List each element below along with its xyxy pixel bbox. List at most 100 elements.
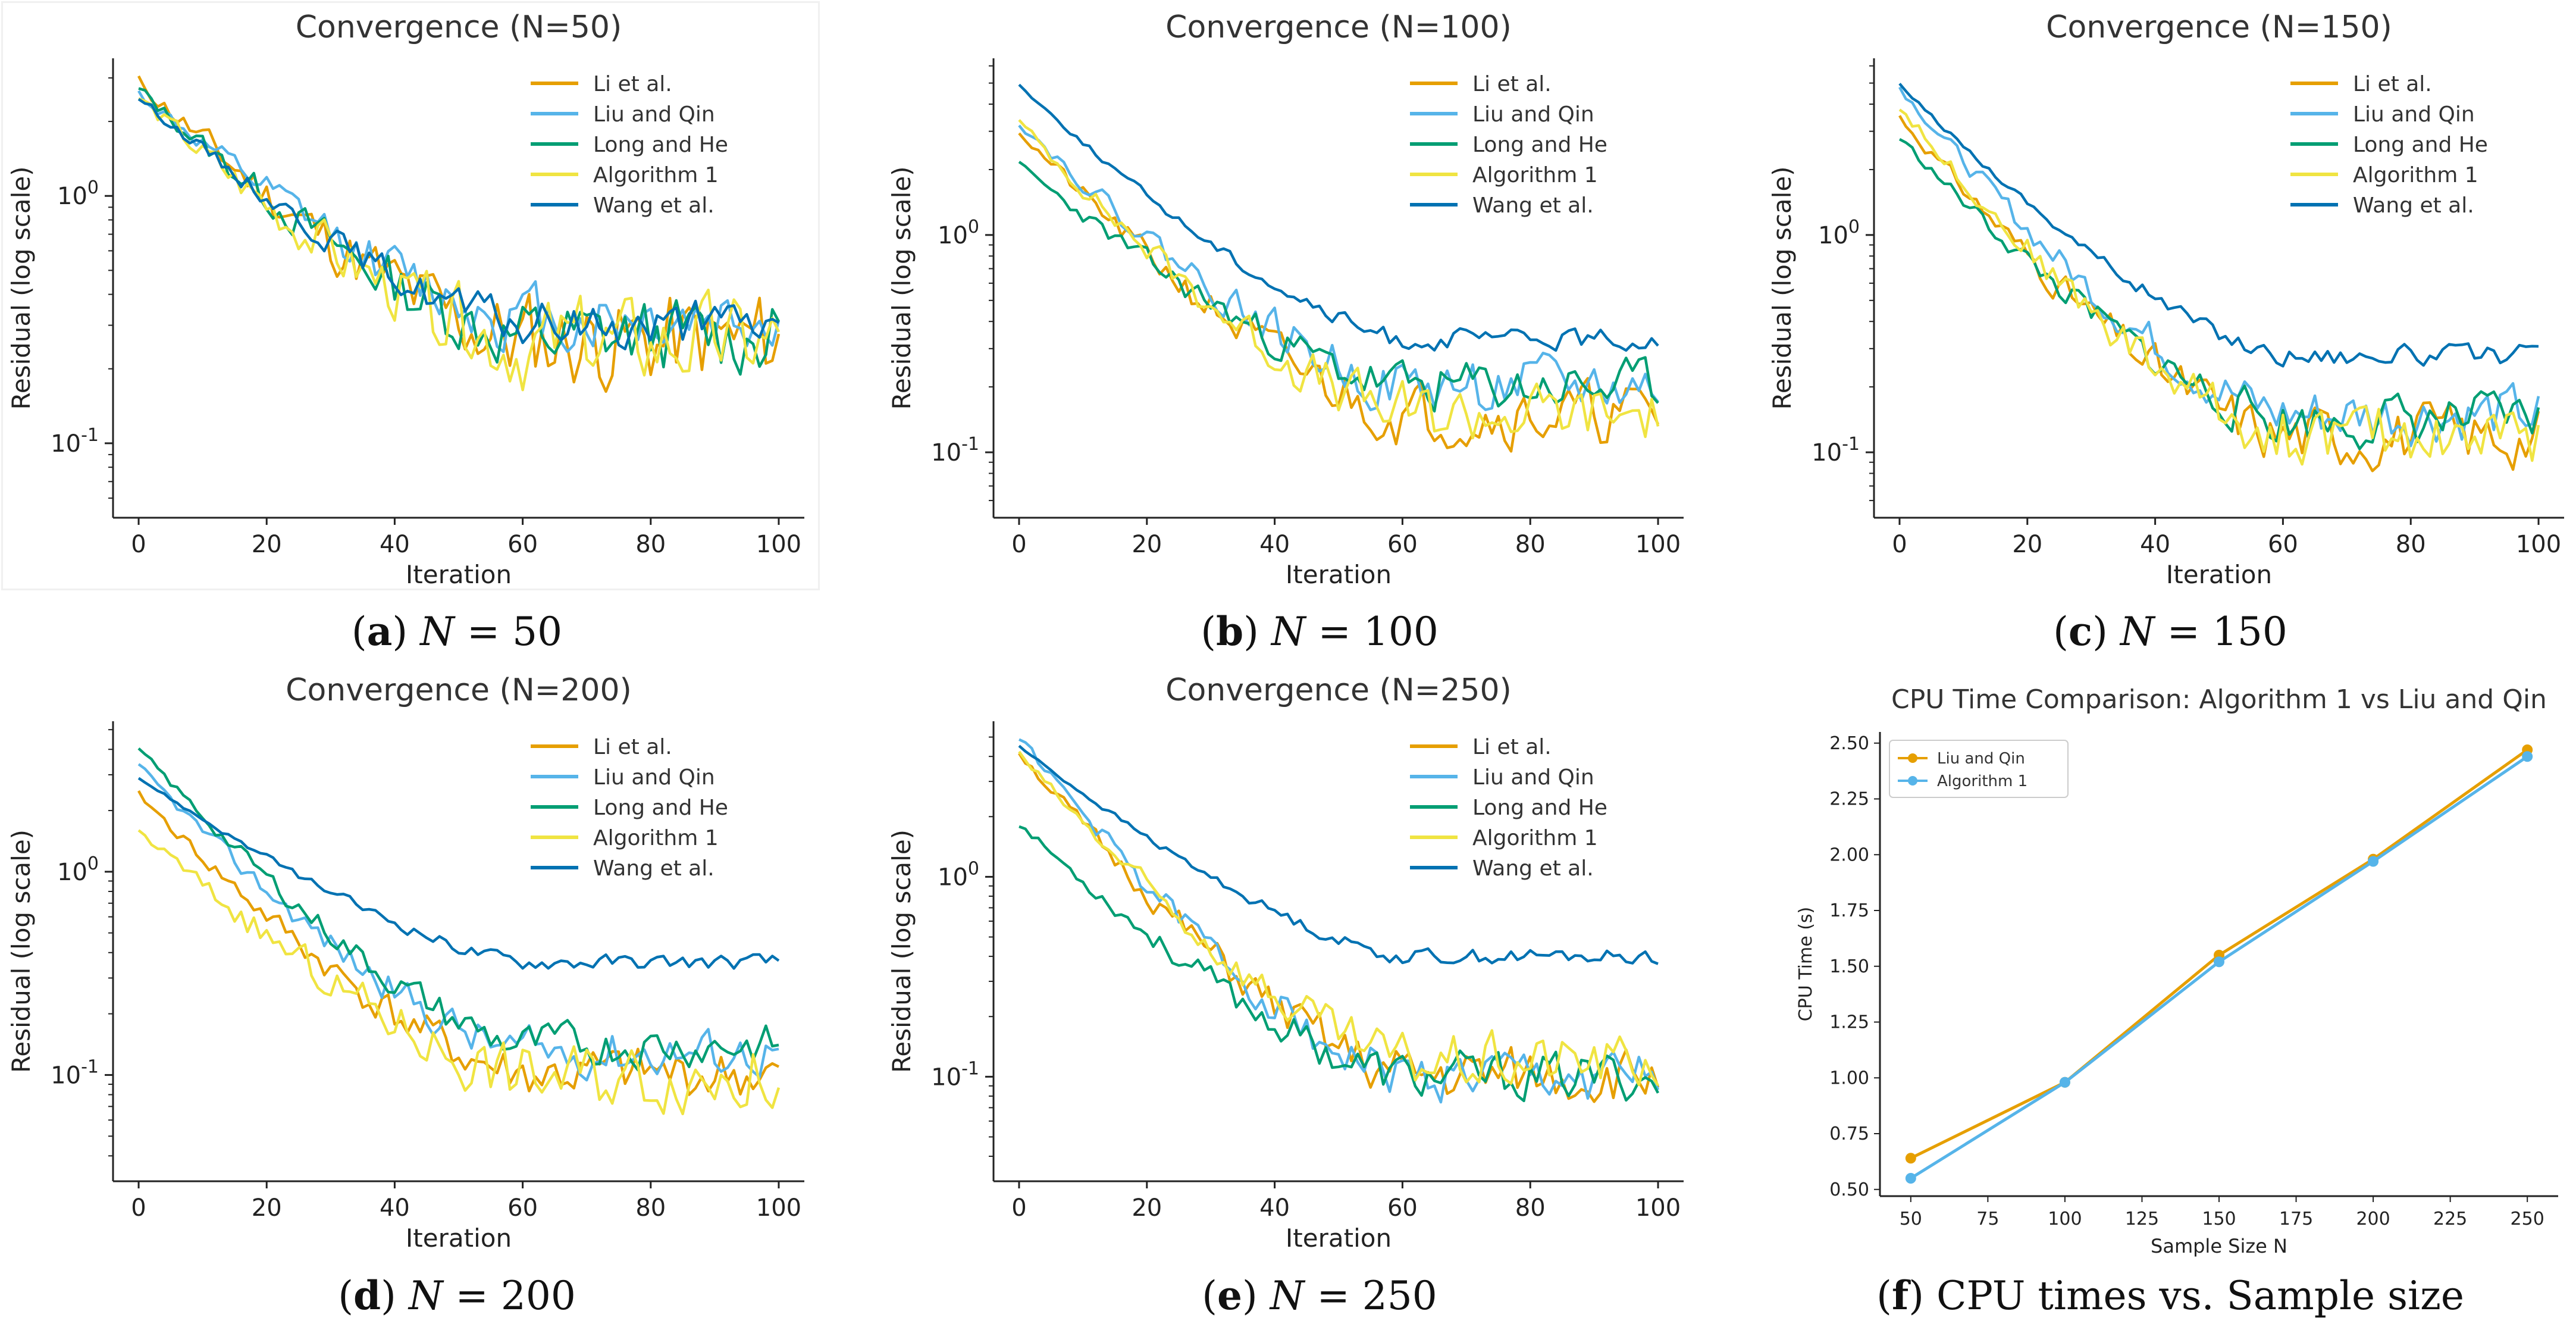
- x-tick-label: 20: [252, 531, 282, 558]
- data-point: [2368, 856, 2379, 867]
- legend-marker: [1908, 776, 1917, 786]
- chart-1: Convergence (N=100) 0 20 40 60 80 100 100 10-1 It…: [887, 10, 1684, 589]
- x-tick-label: 60: [1387, 1194, 1418, 1222]
- legend-marker: [1908, 753, 1917, 763]
- chart-title: Convergence (N=150): [2046, 10, 2392, 45]
- chart-2: Convergence (N=150) 0 20 40 60 80 100 100 10-1 It…: [1768, 10, 2564, 589]
- legend-label: Long and He: [1472, 133, 1607, 157]
- series-line-2: [137, 747, 779, 1072]
- data-point: [1905, 1173, 1916, 1184]
- x-tick-label: 80: [1515, 1194, 1546, 1222]
- series-line-0: [1898, 115, 2540, 473]
- chart-title: Convergence (N=50): [296, 10, 622, 45]
- panel-a-frame: [1, 1, 820, 590]
- x-tick-label: 0: [1011, 1194, 1026, 1222]
- legend-label: Wang et al.: [593, 193, 714, 218]
- y-axis-label: Residual (log scale): [887, 166, 916, 409]
- legend-label: Long and He: [593, 796, 728, 820]
- legend-label: Algorithm 1: [2353, 163, 2478, 187]
- y-axis-label: CPU Time (s): [1795, 907, 1816, 1022]
- legend-label: Li et al.: [2353, 72, 2432, 96]
- x-tick-label: 80: [635, 531, 666, 558]
- y-axis-label: Residual (log scale): [887, 830, 916, 1073]
- x-tick-label: 200: [2356, 1209, 2390, 1229]
- y-tick-label: 1.50: [1829, 956, 1869, 977]
- legend-label: Liu and Qin: [593, 102, 715, 127]
- x-tick-label: 100: [2516, 531, 2561, 558]
- series-line-3: [137, 829, 781, 1116]
- series-line-4: [1018, 744, 1659, 965]
- y-tick-label: 100: [938, 217, 979, 249]
- series-line-4: [1898, 83, 2539, 368]
- x-tick-label: 40: [380, 1194, 410, 1222]
- x-tick-label: 150: [2202, 1209, 2236, 1229]
- x-tick-label: 225: [2433, 1209, 2467, 1229]
- x-tick-label: 60: [507, 531, 538, 558]
- x-tick-label: 125: [2125, 1209, 2159, 1229]
- x-tick-label: 0: [131, 1194, 146, 1222]
- series-line-2: [1019, 825, 1659, 1103]
- x-tick-label: 80: [2396, 531, 2426, 558]
- series-line-1: [1910, 755, 2528, 1180]
- legend-label: Liu and Qin: [593, 765, 715, 790]
- y-tick-label: 10-1: [931, 434, 979, 467]
- x-axis-label: Iteration: [1286, 1224, 1392, 1253]
- y-tick-label: 100: [57, 177, 99, 210]
- legend-label: Long and He: [1472, 796, 1607, 820]
- data-point: [2214, 956, 2224, 968]
- series-line-1: [137, 90, 781, 353]
- x-tick-label: 40: [1259, 1194, 1290, 1222]
- series-line-0: [137, 790, 779, 1096]
- x-tick-label: 40: [380, 531, 410, 558]
- x-tick-label: 40: [2140, 531, 2170, 558]
- legend-label: Liu and Qin: [1472, 102, 1594, 127]
- x-tick-label: 0: [1892, 531, 1907, 558]
- x-axis-label: Iteration: [2166, 560, 2272, 589]
- legend-box: [1889, 740, 2069, 798]
- x-tick-label: 0: [131, 531, 146, 558]
- y-tick-label: 1.25: [1829, 1012, 1869, 1033]
- caption-f: (f) CPU times vs. Sample size: [1876, 1272, 2464, 1319]
- chart-title: CPU Time Comparison: Algorithm 1 vs Liu …: [1891, 684, 2547, 715]
- x-axis-label: Sample Size N: [2151, 1235, 2287, 1257]
- legend-label: Liu and Qin: [1472, 765, 1594, 790]
- legend-label: Li et al.: [593, 735, 672, 759]
- caption-b: (b) N = 100: [1201, 608, 1439, 655]
- x-tick-label: 80: [635, 1194, 666, 1222]
- y-tick-label: 10-1: [51, 1056, 99, 1089]
- legend-label: Wang et al.: [593, 856, 714, 881]
- data-point: [2522, 751, 2533, 762]
- y-tick-label: 100: [1818, 217, 1860, 249]
- x-tick-label: 100: [2048, 1209, 2082, 1229]
- series-line-3: [1018, 119, 1660, 440]
- chart-title: Convergence (N=100): [1165, 10, 1512, 45]
- y-tick-label: 2.25: [1829, 789, 1869, 810]
- x-axis-label: Iteration: [406, 1224, 512, 1253]
- x-tick-label: 20: [252, 1194, 282, 1222]
- data-point: [1905, 1153, 1916, 1164]
- x-tick-label: 40: [1259, 531, 1290, 558]
- chart-title: Convergence (N=200): [286, 672, 632, 708]
- y-tick-label: 10-1: [1812, 434, 1860, 467]
- x-tick-label: 100: [1635, 531, 1681, 558]
- legend-label: Algorithm 1: [593, 826, 719, 850]
- legend-label: Wang et al.: [2353, 193, 2474, 218]
- x-tick-label: 175: [2279, 1209, 2313, 1229]
- legend-label: Li et al.: [1472, 72, 1552, 96]
- caption-d: (d) N = 200: [338, 1272, 576, 1319]
- y-tick-label: 1.00: [1829, 1068, 1869, 1088]
- x-tick-label: 20: [1132, 1194, 1162, 1222]
- chart-4: Convergence (N=250) 0 20 40 60 80 100 100 10-1 It…: [887, 672, 1684, 1253]
- y-tick-label: 0.50: [1829, 1179, 1869, 1200]
- legend-label: Wang et al.: [1472, 193, 1594, 218]
- x-tick-label: 100: [1635, 1194, 1681, 1222]
- legend-label: Algorithm 1: [593, 163, 719, 187]
- x-tick-label: 250: [2511, 1209, 2544, 1229]
- series-line-3: [1018, 750, 1659, 1087]
- chart-title: Convergence (N=250): [1165, 672, 1512, 708]
- legend-label: Li et al.: [593, 72, 672, 96]
- legend-label: Li et al.: [1472, 735, 1552, 759]
- series-line-4: [1018, 83, 1659, 352]
- data-point: [2059, 1077, 2070, 1088]
